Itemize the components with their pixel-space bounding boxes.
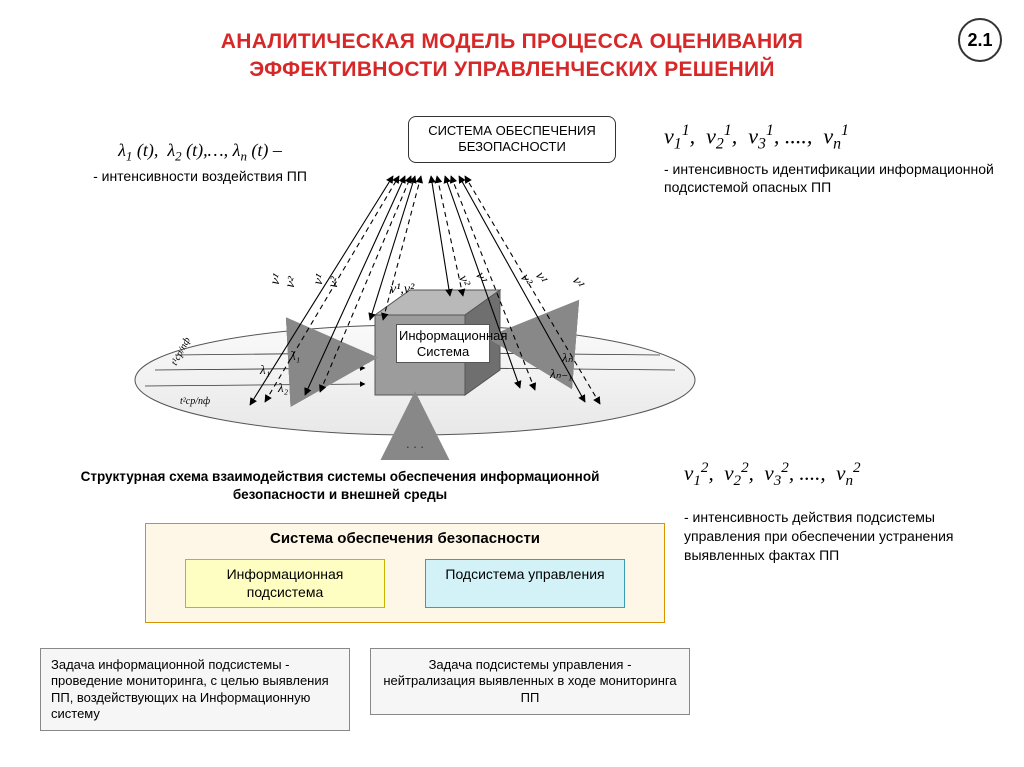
subsystem-mgmt: Подсистема управления bbox=[425, 559, 625, 608]
subsystem-info: Информационная подсистема bbox=[185, 559, 385, 608]
task-mgmt-box: Задача подсистемы управления - нейтрализ… bbox=[370, 648, 690, 715]
title-line-1: АНАЛИТИЧЕСКАЯ МОДЕЛЬ ПРОЦЕССА ОЦЕНИВАНИЯ bbox=[0, 28, 1024, 56]
lambda-formula: λ1 (t), λ2 (t),…, λn (t) – bbox=[60, 140, 340, 165]
top-system-box: СИСТЕМА ОБЕСПЕЧЕНИЯ БЕЗОПАСНОСТИ bbox=[408, 116, 616, 163]
page-number-badge: 2.1 bbox=[958, 18, 1002, 62]
schema-caption: Структурная схема взаимодействия системы… bbox=[60, 468, 620, 503]
system-block: Система обеспечения безопасности Информа… bbox=[145, 523, 665, 623]
page-title: АНАЛИТИЧЕСКАЯ МОДЕЛЬ ПРОЦЕССА ОЦЕНИВАНИЯ… bbox=[0, 0, 1024, 85]
mini-lam-1: λ₁ bbox=[290, 348, 300, 364]
mini-lam-n: λₙ bbox=[562, 350, 573, 366]
cube-label: Информационная Система bbox=[396, 324, 490, 363]
svg-text:. . .: . . . bbox=[406, 436, 424, 451]
mini-lam-n1: λₙ₋₁ bbox=[550, 366, 572, 382]
diagram-svg: . . . bbox=[115, 170, 715, 460]
task-info-box: Задача информационной подсистемы - прове… bbox=[40, 648, 350, 731]
title-line-2: ЭФФЕКТИВНОСТИ УПРАВЛЕНЧЕСКИХ РЕШЕНИЙ bbox=[0, 56, 1024, 84]
nu-top-formula: ν11, ν21, ν31, ...., νn1 bbox=[664, 122, 994, 154]
mini-lam-1b: λ₁ bbox=[260, 362, 270, 378]
nu-bottom-desc: - интенсивность действия подсистемы упра… bbox=[684, 508, 994, 565]
mini-lam-2: λ₂ bbox=[278, 380, 288, 396]
system-block-title: Система обеспечения безопасности bbox=[146, 524, 664, 553]
nu-bottom-formula: ν12, ν22, ν32, ...., νn2 bbox=[684, 460, 994, 490]
nu-bottom-block: ν12, ν22, ν32, ...., νn2 - интенсивность… bbox=[684, 460, 994, 565]
mini-t2: t²ср/пф bbox=[180, 396, 210, 407]
mini-nu-5: ν¹,ν² bbox=[390, 282, 414, 298]
